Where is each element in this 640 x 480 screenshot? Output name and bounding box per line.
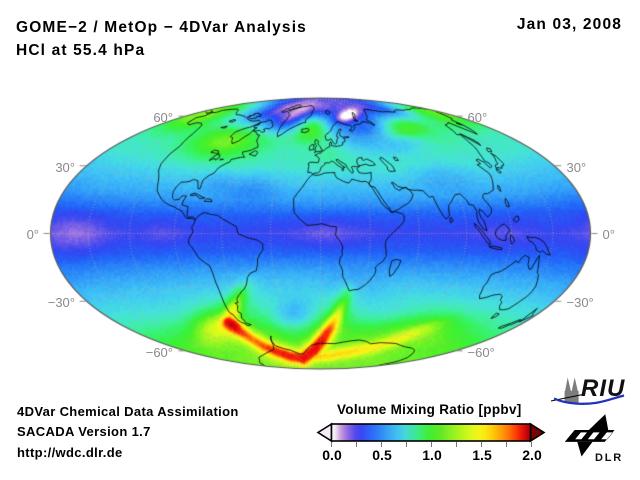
svg-text:RIU: RIU bbox=[581, 375, 625, 402]
svg-text:DLR: DLR bbox=[595, 452, 623, 464]
